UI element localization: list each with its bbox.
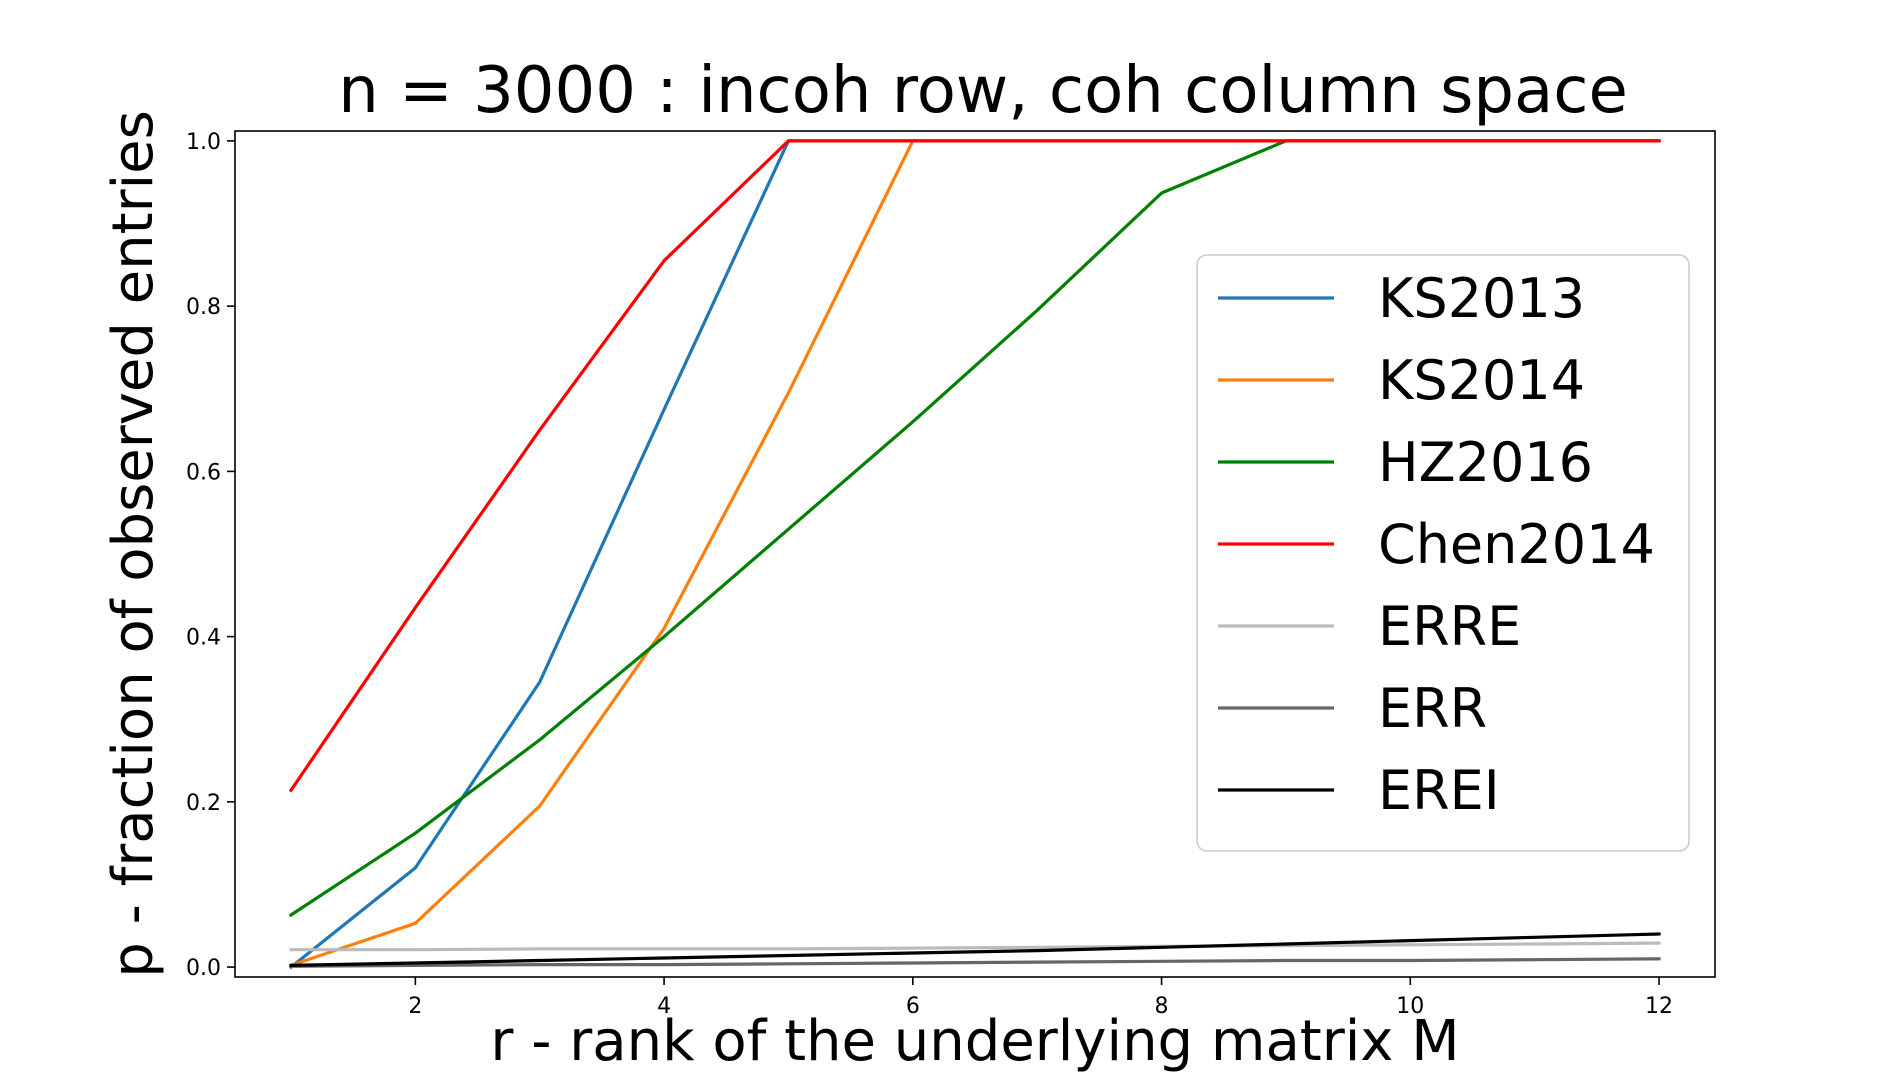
legend-label-ks2014: KS2014 <box>1378 349 1585 412</box>
legend-label-erei: EREI <box>1378 759 1500 822</box>
y-tick-label: 0.0 <box>186 956 221 981</box>
y-tick-label: 0.2 <box>186 791 221 816</box>
legend-label-hz2016: HZ2016 <box>1378 431 1593 494</box>
y-tick-label: 0.6 <box>186 460 221 485</box>
x-tick-label: 8 <box>1155 994 1169 1019</box>
legend-label-err: ERR <box>1378 677 1487 740</box>
chart-title: n = 3000 : incoh row, coh column space <box>338 54 1628 128</box>
x-tick-label: 2 <box>408 994 422 1019</box>
x-axis: 2 4 6 8 10 12 <box>408 977 1673 1019</box>
x-tick-label: 4 <box>657 994 671 1019</box>
legend-label-ks2013: KS2013 <box>1378 267 1585 330</box>
y-tick-label: 1.0 <box>186 130 221 155</box>
y-tick-label: 0.8 <box>186 295 221 320</box>
legend-label-erre: ERRE <box>1378 595 1521 658</box>
x-tick-label: 6 <box>906 994 920 1019</box>
x-tick-label: 10 <box>1396 994 1424 1019</box>
series-line-erei <box>289 932 1661 968</box>
legend-items: KS2013 KS2014 HZ2016 Chen2014 ERRE ERR EREI <box>1218 267 1655 822</box>
series-layer <box>288 139 1661 970</box>
legend-frame <box>1196 254 1690 852</box>
series-line-erre <box>289 941 1661 952</box>
y-axis-title: p - fraction of observed entries <box>101 110 166 978</box>
legend: KS2013 KS2014 HZ2016 Chen2014 ERRE ERR EREI <box>1196 254 1690 852</box>
series-line-err <box>289 957 1661 968</box>
series-line-chen2014 <box>288 139 1661 793</box>
legend-label-chen2014: Chen2014 <box>1378 513 1655 576</box>
y-tick-label: 0.4 <box>186 626 221 651</box>
x-tick-label: 12 <box>1645 994 1673 1019</box>
x-axis-title: r - rank of the underlying matrix M <box>490 1009 1459 1074</box>
plot-frame <box>234 130 1716 978</box>
y-axis: 0.0 0.2 0.4 0.6 0.8 1.0 <box>186 130 235 981</box>
